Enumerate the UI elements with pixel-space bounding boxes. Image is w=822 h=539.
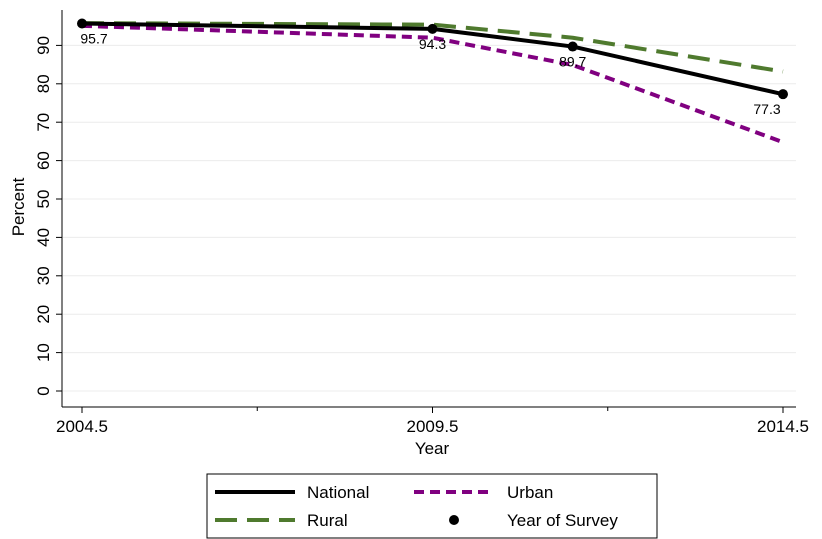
y-tick-label: 50 bbox=[34, 190, 53, 209]
survey-points: 95.7 94.3 89.7 77.3 bbox=[77, 18, 788, 117]
x-tick-label: 2014.5 bbox=[757, 417, 809, 436]
series-line-rural bbox=[81, 21, 784, 74]
legend-swatch-survey-point bbox=[449, 515, 459, 525]
data-label: 89.7 bbox=[559, 54, 586, 70]
legend-label-survey: Year of Survey bbox=[507, 511, 618, 530]
y-tick-label: 20 bbox=[34, 305, 53, 324]
axes bbox=[56, 10, 796, 413]
x-axis-title: Year bbox=[415, 439, 450, 458]
y-tick-label: 10 bbox=[34, 343, 53, 362]
data-label: 94.3 bbox=[419, 36, 446, 52]
data-label: 95.7 bbox=[80, 31, 107, 47]
y-tick-label: 80 bbox=[34, 74, 53, 93]
y-tick-label: 30 bbox=[34, 266, 53, 285]
legend-label-national: National bbox=[307, 483, 369, 502]
legend-label-rural: Rural bbox=[307, 511, 348, 530]
tick-labels: 0 10 20 30 40 50 60 70 80 90 2004.5 2009.5 2014.5 bbox=[34, 36, 809, 436]
y-tick-label: 40 bbox=[34, 228, 53, 247]
y-tick-label: 90 bbox=[34, 36, 53, 55]
series-line-national bbox=[81, 21, 784, 97]
survey-point bbox=[567, 41, 578, 52]
y-tick-label: 60 bbox=[34, 151, 53, 170]
data-label: 77.3 bbox=[753, 101, 780, 117]
survey-point bbox=[778, 89, 788, 100]
legend-box bbox=[206, 473, 658, 539]
gridlines bbox=[63, 44, 796, 392]
y-tick-label: 0 bbox=[34, 386, 53, 395]
legend: National Urban Rural Year of Survey bbox=[206, 473, 658, 539]
series-line-urban bbox=[81, 23, 784, 145]
legend-label-urban: Urban bbox=[507, 483, 553, 502]
x-tick-label: 2009.5 bbox=[407, 417, 459, 436]
survey-point bbox=[77, 18, 87, 29]
series-lines bbox=[81, 21, 784, 145]
y-tick-label: 70 bbox=[34, 113, 53, 132]
y-axis-title: Percent bbox=[9, 177, 28, 236]
survey-point bbox=[427, 23, 438, 34]
x-tick-label: 2004.5 bbox=[56, 417, 108, 436]
